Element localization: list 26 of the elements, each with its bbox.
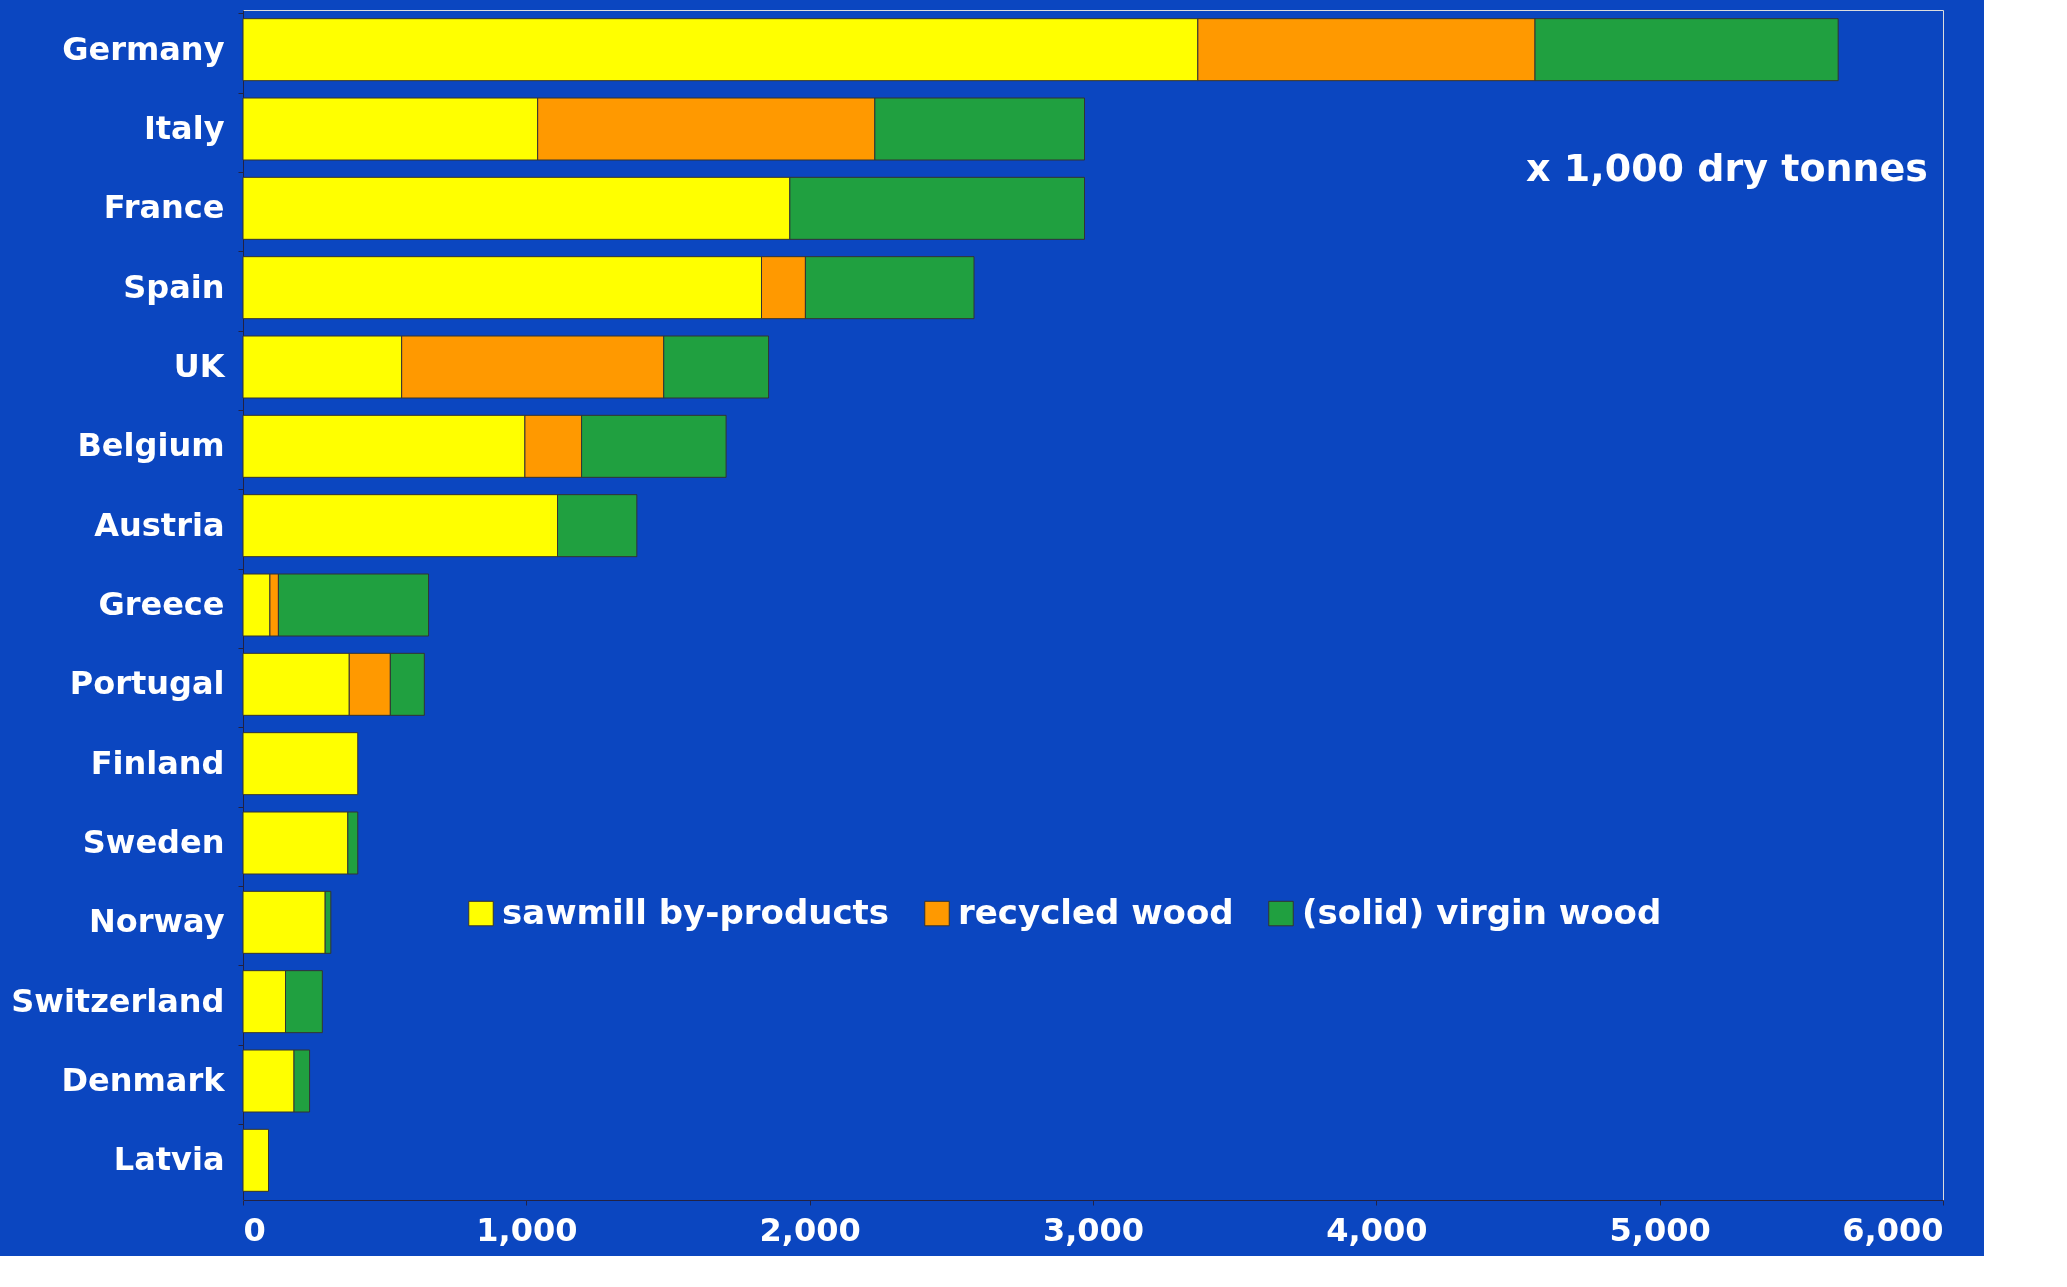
y-tick-label: Germany [62,29,225,68]
y-tick-label: Spain [123,267,225,306]
annotation: x 1,000 dry tonnes [1526,146,1928,190]
y-tick-label: Switzerland [11,981,225,1020]
y-tick-label: France [103,188,225,227]
y-tick-label: Norway [88,902,225,941]
legend-label: sawmill by-products [502,891,890,932]
y-tick-label: Denmark [61,1061,226,1099]
y-tick-label: Belgium [77,426,225,465]
legend-label: recycled wood [958,891,1234,932]
x-tick-label: 3,000 [1042,1210,1145,1249]
x-tick-label: 5,000 [1609,1210,1711,1249]
y-tick-label: Finland [90,743,225,782]
x-tick-label: 2,000 [759,1210,861,1249]
y-tick-label: UK [173,347,226,385]
x-tick-label: 0 [243,1210,266,1249]
x-tick-label: 1,000 [476,1210,578,1249]
y-tick-label: Austria [94,505,225,544]
legend-label: (solid) virgin wood [1302,891,1662,932]
y-tick-label: Latvia [113,1140,225,1179]
x-tick-label: 4,000 [1326,1210,1428,1249]
x-tick-label: 6,000 [1842,1210,1944,1249]
y-tick-label: Sweden [82,823,225,861]
y-tick-label: Greece [98,585,225,623]
y-tick-label: Portugal [69,664,225,703]
y-tick-label: Italy [143,109,225,147]
